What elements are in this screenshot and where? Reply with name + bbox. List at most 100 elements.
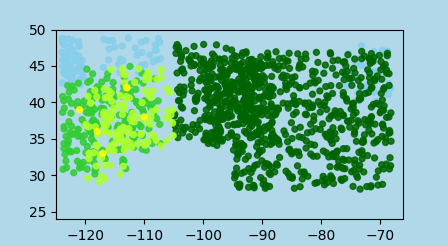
Point (339, 157, 346, 161)
Point (257, 61, 264, 65)
Point (138, 65, 145, 69)
Point (69, 47, 76, 51)
Point (356, 97, 363, 101)
Point (235, 105, 242, 109)
Point (335, 164, 342, 168)
Point (158, 75, 165, 79)
Point (271, 113, 279, 117)
Point (283, 88, 290, 92)
Point (360, 170, 367, 174)
Point (241, 101, 249, 105)
Point (351, 162, 358, 166)
Point (254, 133, 261, 137)
Point (387, 86, 394, 90)
Point (272, 50, 280, 54)
Point (351, 130, 358, 134)
Point (337, 177, 345, 181)
Point (197, 68, 204, 72)
Point (60, 147, 68, 151)
Point (231, 81, 238, 85)
Point (327, 137, 334, 141)
Point (309, 106, 316, 109)
Point (172, 51, 180, 55)
Point (258, 140, 265, 144)
Point (216, 75, 223, 79)
Point (341, 177, 349, 181)
Point (205, 66, 212, 70)
Point (246, 63, 253, 67)
Point (256, 111, 263, 115)
Point (258, 67, 265, 71)
Point (332, 137, 340, 141)
Point (90, 150, 98, 154)
Point (207, 65, 215, 69)
Point (111, 95, 118, 99)
Point (327, 52, 334, 56)
Point (259, 182, 267, 186)
Point (379, 134, 386, 138)
Point (236, 184, 243, 188)
Point (266, 95, 273, 99)
Point (106, 96, 113, 100)
Point (122, 129, 129, 133)
Point (121, 120, 129, 124)
Point (227, 91, 234, 94)
Point (274, 138, 281, 141)
Point (98, 174, 105, 178)
Point (108, 110, 115, 114)
Point (264, 162, 271, 166)
Point (222, 100, 229, 104)
Point (158, 68, 165, 72)
Point (152, 138, 159, 142)
Point (214, 92, 221, 96)
Point (239, 143, 246, 147)
Point (240, 84, 247, 88)
Point (217, 63, 224, 67)
Point (243, 82, 250, 86)
Point (218, 104, 225, 108)
Point (335, 115, 342, 119)
Point (334, 58, 341, 62)
Point (177, 118, 185, 122)
Point (367, 116, 375, 120)
Point (358, 149, 366, 153)
Point (223, 86, 230, 90)
Point (310, 118, 317, 122)
Point (240, 99, 247, 103)
Point (100, 153, 107, 157)
Point (89, 97, 96, 101)
Point (344, 69, 351, 73)
Point (133, 101, 140, 105)
Point (252, 69, 259, 73)
Point (233, 166, 240, 170)
Point (209, 135, 216, 139)
Point (226, 67, 233, 71)
Point (90, 121, 98, 125)
Point (107, 163, 114, 167)
Point (285, 148, 293, 152)
Point (114, 132, 121, 136)
Point (62, 51, 69, 55)
Point (60, 167, 67, 171)
Point (250, 183, 257, 187)
Point (207, 87, 214, 91)
Point (357, 187, 364, 191)
Point (119, 161, 126, 165)
Point (88, 131, 95, 135)
Point (266, 171, 273, 175)
Point (88, 130, 95, 134)
Point (102, 113, 109, 117)
Point (304, 174, 311, 178)
Point (120, 59, 127, 62)
Point (148, 110, 155, 114)
Point (244, 93, 251, 97)
Point (172, 121, 180, 125)
Point (133, 79, 140, 83)
Point (223, 99, 230, 103)
Point (68, 74, 75, 78)
Point (147, 96, 155, 100)
Point (379, 108, 386, 112)
Point (220, 68, 227, 72)
Point (242, 86, 250, 90)
Point (207, 101, 214, 105)
